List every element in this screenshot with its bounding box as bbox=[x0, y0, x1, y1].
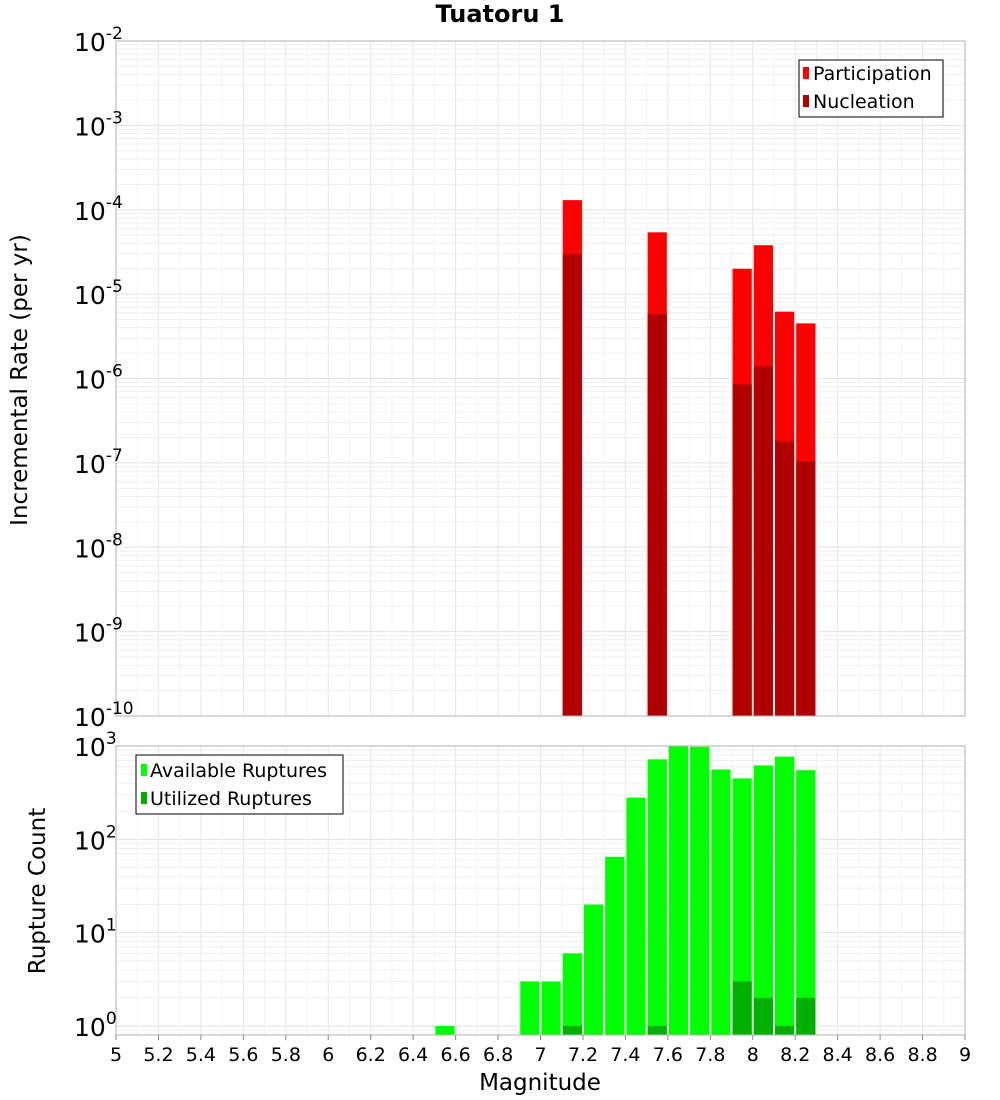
bottom-bar-utilized-ruptures bbox=[562, 1025, 582, 1035]
bottom-bars bbox=[435, 746, 816, 1035]
chart-title: Tuatoru 1 bbox=[436, 0, 565, 28]
x-tick-label: 8.8 bbox=[907, 1044, 937, 1066]
bottom-bar-available-ruptures bbox=[626, 797, 646, 1035]
top-bars bbox=[562, 200, 816, 717]
y-tick-label: 10-10 bbox=[74, 699, 134, 732]
legend-swatch-utilized bbox=[141, 792, 147, 804]
x-tick-label: 6.6 bbox=[440, 1044, 470, 1066]
x-tick-label: 7.4 bbox=[610, 1044, 640, 1066]
x-tick-label: 5 bbox=[110, 1044, 122, 1066]
x-tick-label: 8 bbox=[747, 1044, 759, 1066]
x-tick-label: 7.8 bbox=[695, 1044, 725, 1066]
x-tick-label: 8.2 bbox=[780, 1044, 810, 1066]
bottom-bar-available-ruptures bbox=[774, 756, 795, 1035]
legend-swatch-available bbox=[141, 764, 147, 776]
x-tick-label: 5.4 bbox=[186, 1044, 216, 1066]
legend-label-participation: Participation bbox=[813, 63, 932, 85]
bottom-bar-utilized-ruptures bbox=[732, 981, 752, 1035]
y-tick-label: 100 bbox=[74, 1009, 117, 1042]
bottom-y-ticks: 100 101 102 103 bbox=[74, 729, 117, 1042]
legend-label-nucleation: Nucleation bbox=[813, 91, 915, 113]
x-tick-label: 6 bbox=[322, 1044, 334, 1066]
y-tick-label: 10-7 bbox=[74, 446, 123, 479]
top-bar-nucleation bbox=[796, 461, 816, 716]
x-tick-label: 5.2 bbox=[143, 1044, 173, 1066]
top-legend: Participation Nucleation bbox=[798, 59, 944, 118]
bottom-bar-available-ruptures bbox=[647, 759, 667, 1035]
x-tick-label: 8.6 bbox=[865, 1044, 895, 1066]
x-tick-label: 7.2 bbox=[568, 1044, 598, 1066]
y-tick-label: 10-9 bbox=[74, 615, 123, 648]
x-tick-label: 8.4 bbox=[823, 1044, 853, 1066]
bottom-bar-utilized-ruptures bbox=[774, 1025, 795, 1035]
bottom-bar-available-ruptures bbox=[732, 778, 752, 1035]
x-tick-label: 7.6 bbox=[653, 1044, 683, 1066]
legend-label-utilized: Utilized Ruptures bbox=[150, 788, 312, 810]
x-tick-label: 6.2 bbox=[356, 1044, 386, 1066]
bottom-bar-available-ruptures bbox=[605, 856, 625, 1035]
top-bar-nucleation bbox=[562, 253, 582, 716]
bottom-bar-available-ruptures bbox=[583, 904, 604, 1035]
x-tick-label: 5.8 bbox=[271, 1044, 301, 1066]
bottom-legend-box bbox=[135, 754, 344, 815]
bottom-bar-available-ruptures bbox=[711, 769, 731, 1035]
bottom-bar-utilized-ruptures bbox=[647, 1025, 667, 1035]
x-axis-label: Magnitude bbox=[479, 1070, 601, 1096]
bottom-y-axis-label: Rupture Count bbox=[25, 808, 51, 974]
y-tick-label: 103 bbox=[74, 729, 117, 762]
bottom-bar-available-ruptures bbox=[690, 746, 710, 1035]
top-legend-box bbox=[798, 59, 944, 118]
top-grid bbox=[115, 40, 966, 717]
top-bar-nucleation bbox=[647, 314, 667, 716]
bottom-bar-available-ruptures bbox=[562, 953, 582, 1035]
y-tick-label: 10-6 bbox=[74, 362, 123, 395]
top-y-axis-label: Incremental Rate (per yr) bbox=[7, 234, 33, 526]
bottom-bar-available-ruptures bbox=[435, 1025, 455, 1035]
bottom-bar-available-ruptures bbox=[668, 746, 689, 1035]
y-tick-label: 10-2 bbox=[74, 24, 123, 57]
bottom-bar-available-ruptures bbox=[520, 981, 540, 1035]
y-tick-label: 101 bbox=[74, 916, 117, 949]
bottom-bar-utilized-ruptures bbox=[753, 997, 773, 1035]
y-tick-label: 10-5 bbox=[74, 277, 123, 310]
y-tick-label: 10-3 bbox=[74, 108, 123, 141]
top-plot-frame bbox=[115, 40, 966, 717]
legend-label-available: Available Ruptures bbox=[150, 760, 327, 782]
top-y-ticks: 10-10 10-9 10-8 10-7 10-6 10-5 10-4 10-3 10-2 bbox=[74, 24, 134, 732]
legend-swatch-participation bbox=[803, 67, 809, 79]
y-tick-label: 102 bbox=[74, 822, 117, 855]
top-bar-nucleation bbox=[753, 366, 773, 716]
x-tick-label: 7 bbox=[534, 1044, 546, 1066]
bottom-bar-available-ruptures bbox=[753, 765, 773, 1035]
top-plot: 10-10 10-9 10-8 10-7 10-6 10-5 10-4 10-3 10-2 In… bbox=[7, 24, 966, 732]
y-tick-label: 10-4 bbox=[74, 193, 123, 226]
bottom-bar-available-ruptures bbox=[796, 770, 816, 1035]
bottom-legend: Available Ruptures Utilized Ruptures bbox=[135, 754, 344, 815]
bottom-plot: 100 101 102 103 5 5.2 5.4 5.6 5.8 6 6.2 6.4 6.6 6.8 7… bbox=[25, 729, 971, 1096]
x-tick-label: 5.6 bbox=[228, 1044, 258, 1066]
legend-swatch-nucleation bbox=[803, 95, 809, 107]
x-tick-label: 6.4 bbox=[398, 1044, 428, 1066]
top-bar-nucleation bbox=[732, 384, 752, 716]
x-ticks: 5 5.2 5.4 5.6 5.8 6 6.2 6.4 6.6 6.8 7 7.2 7.4 7.6 7.8 8… bbox=[110, 1035, 971, 1066]
bottom-bar-utilized-ruptures bbox=[796, 997, 816, 1035]
top-bar-nucleation bbox=[774, 441, 795, 716]
x-tick-label: 9 bbox=[959, 1044, 971, 1066]
x-tick-label: 6.8 bbox=[483, 1044, 513, 1066]
y-tick-label: 10-8 bbox=[74, 530, 123, 563]
bottom-bar-available-ruptures bbox=[541, 981, 561, 1035]
